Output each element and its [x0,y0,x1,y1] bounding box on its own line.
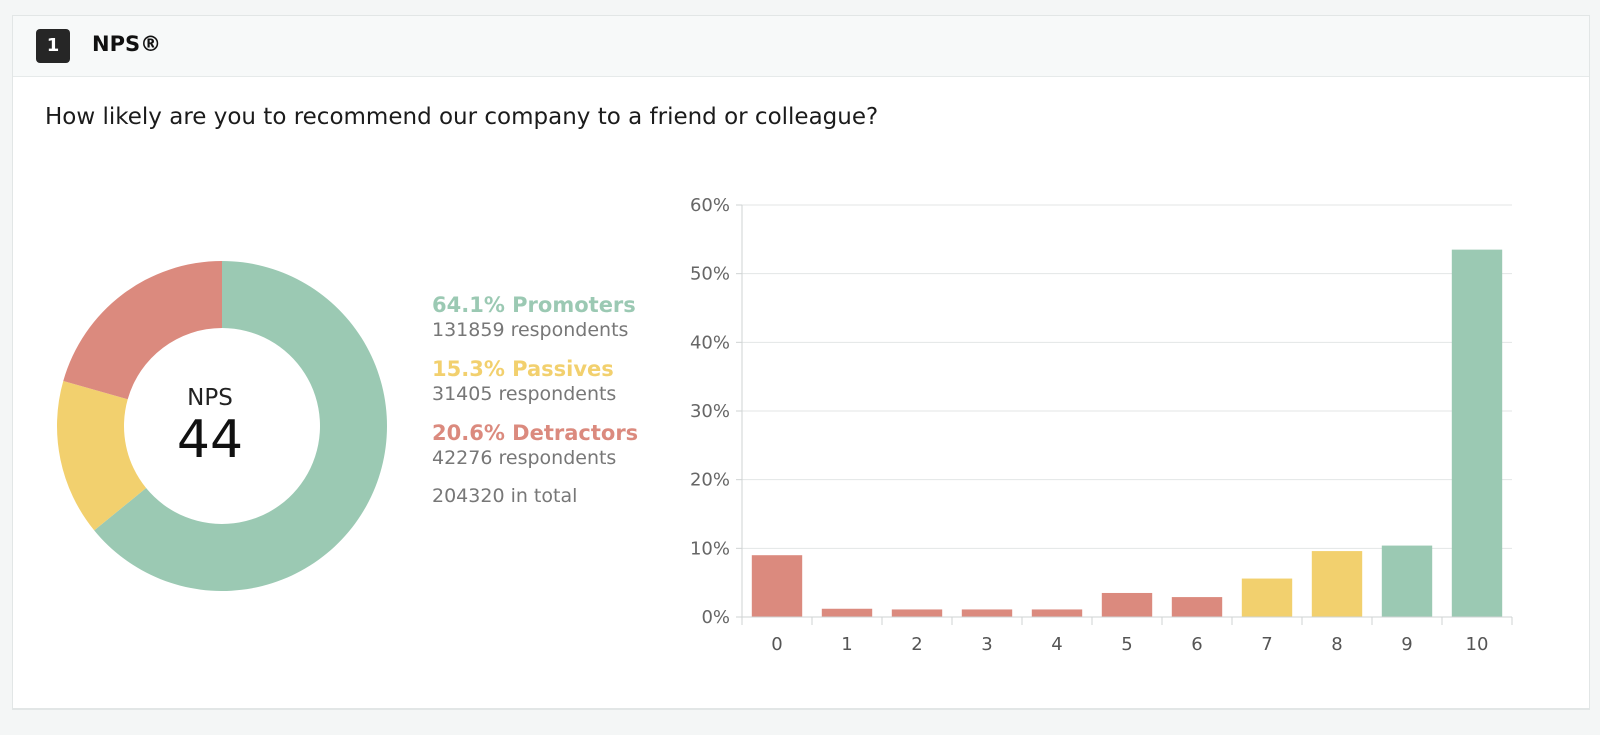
y-tick-label: 60% [690,195,730,216]
question-title: NPS® [92,32,162,56]
bar-score-8 [1311,551,1363,617]
donut-slice-detractors [63,261,222,400]
question-number-badge: 1 [36,29,70,63]
x-tick-label: 10 [1466,634,1489,655]
x-tick-label: 2 [911,634,922,655]
bar-score-3 [961,609,1013,617]
bar-score-7 [1241,578,1293,617]
y-tick-label: 0% [701,607,730,628]
nps-center-value: 44 [176,410,244,470]
nps-center-label: NPS [187,385,233,411]
x-tick-label: 1 [841,634,852,655]
bar-score-6 [1171,597,1223,617]
y-tick-label: 20% [690,470,730,491]
score-distribution-bar-chart: 0% 10% 20% 30% 40% 50% 60% 0 1 2 3 4 5 6 7 8 9 10 [690,195,1513,655]
question-text: How likely are you to recommend our comp… [45,104,879,130]
x-tick-label: 3 [981,634,992,655]
x-tick-label: 8 [1331,634,1342,655]
legend-passives-count: 31405 respondents [432,383,617,405]
legend-promoters: 64.1% Promoters 131859 respondents [432,292,638,342]
legend-promoters-title: 64.1% Promoters [432,293,636,317]
x-tick-label: 9 [1401,634,1412,655]
bar-score-0 [751,555,803,617]
bar-score-10 [1451,249,1503,617]
next-card-edge [12,709,1590,735]
legend-detractors: 20.6% Detractors 42276 respondents [432,420,638,470]
legend-passives: 15.3% Passives 31405 respondents [432,356,638,406]
nps-legend: 64.1% Promoters 131859 respondents 15.3%… [432,292,638,508]
x-tick-label: 0 [771,634,782,655]
y-tick-label: 10% [690,538,730,559]
bar-score-9 [1381,545,1433,617]
bar-score-5 [1101,592,1153,617]
legend-detractors-count: 42276 respondents [432,447,617,469]
legend-passives-title: 15.3% Passives [432,357,614,381]
bar-score-2 [891,609,943,617]
donut-slice-passives [56,380,147,531]
legend-promoters-count: 131859 respondents [432,319,629,341]
y-tick-label: 40% [690,332,730,353]
nps-donut-chart [56,261,388,591]
x-tick-label: 5 [1121,634,1132,655]
donut-slice-promoters [94,261,388,591]
y-tick-label: 50% [690,264,730,285]
card-header: 1 NPS® [13,16,1589,77]
y-tick-label: 30% [690,401,730,422]
legend-detractors-title: 20.6% Detractors [432,421,639,445]
x-tick-label: 6 [1191,634,1202,655]
x-tick-label: 4 [1051,634,1062,655]
bar-score-1 [821,608,873,617]
x-tick-label: 7 [1261,634,1272,655]
bar-score-4 [1031,609,1083,617]
total-respondents: 204320 in total [432,485,578,507]
